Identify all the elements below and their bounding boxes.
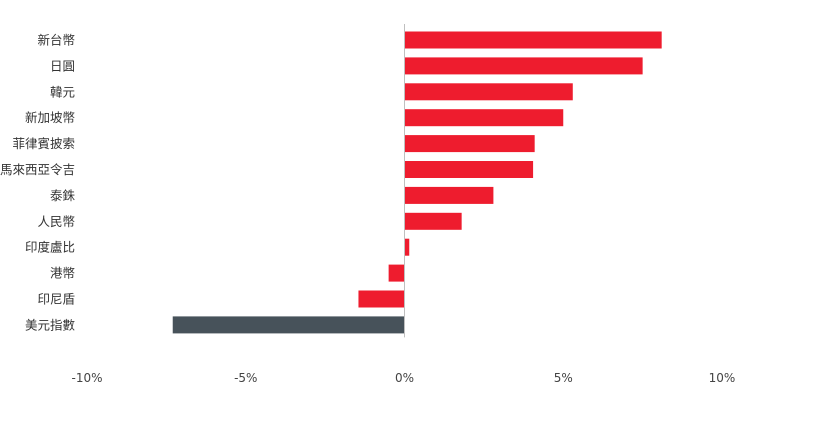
category-label: 菲律賓披索 [12, 136, 75, 151]
x-tick-label: 5% [554, 371, 573, 385]
x-tick-label: -10% [71, 371, 102, 385]
category-label: 人民幣 [37, 214, 75, 229]
category-label: 馬來西亞令吉 [0, 162, 75, 177]
x-tick-label: -5% [234, 371, 257, 385]
category-label: 新台幣 [37, 33, 75, 48]
x-tick-label: 0% [395, 371, 414, 385]
bar-9 [404, 238, 410, 256]
bar-4 [404, 109, 564, 127]
category-label: 韓元 [50, 84, 75, 99]
bar-12 [172, 316, 405, 334]
bar-1 [404, 31, 662, 49]
category-label: 日圓 [50, 58, 75, 73]
bar-8 [404, 212, 462, 230]
category-label: 港幣 [50, 266, 75, 281]
bar-3 [404, 83, 573, 101]
x-tick-label: 10% [709, 371, 736, 385]
bar-5 [404, 135, 535, 153]
category-label: 印度盧比 [25, 240, 75, 255]
category-label: 泰銖 [50, 188, 76, 203]
bar-6 [404, 161, 534, 178]
category-label: 新加坡幣 [25, 110, 75, 125]
x-axis-tick-labels: -10% -5% 0% 5% 10% [71, 371, 735, 385]
bar-7 [404, 186, 494, 204]
category-label: 美元指數 [25, 317, 76, 332]
bar-2 [404, 57, 643, 75]
bars-layer [172, 31, 662, 334]
bar-10 [388, 264, 405, 282]
bar-11 [358, 290, 405, 308]
category-label: 印尼盾 [37, 292, 75, 307]
